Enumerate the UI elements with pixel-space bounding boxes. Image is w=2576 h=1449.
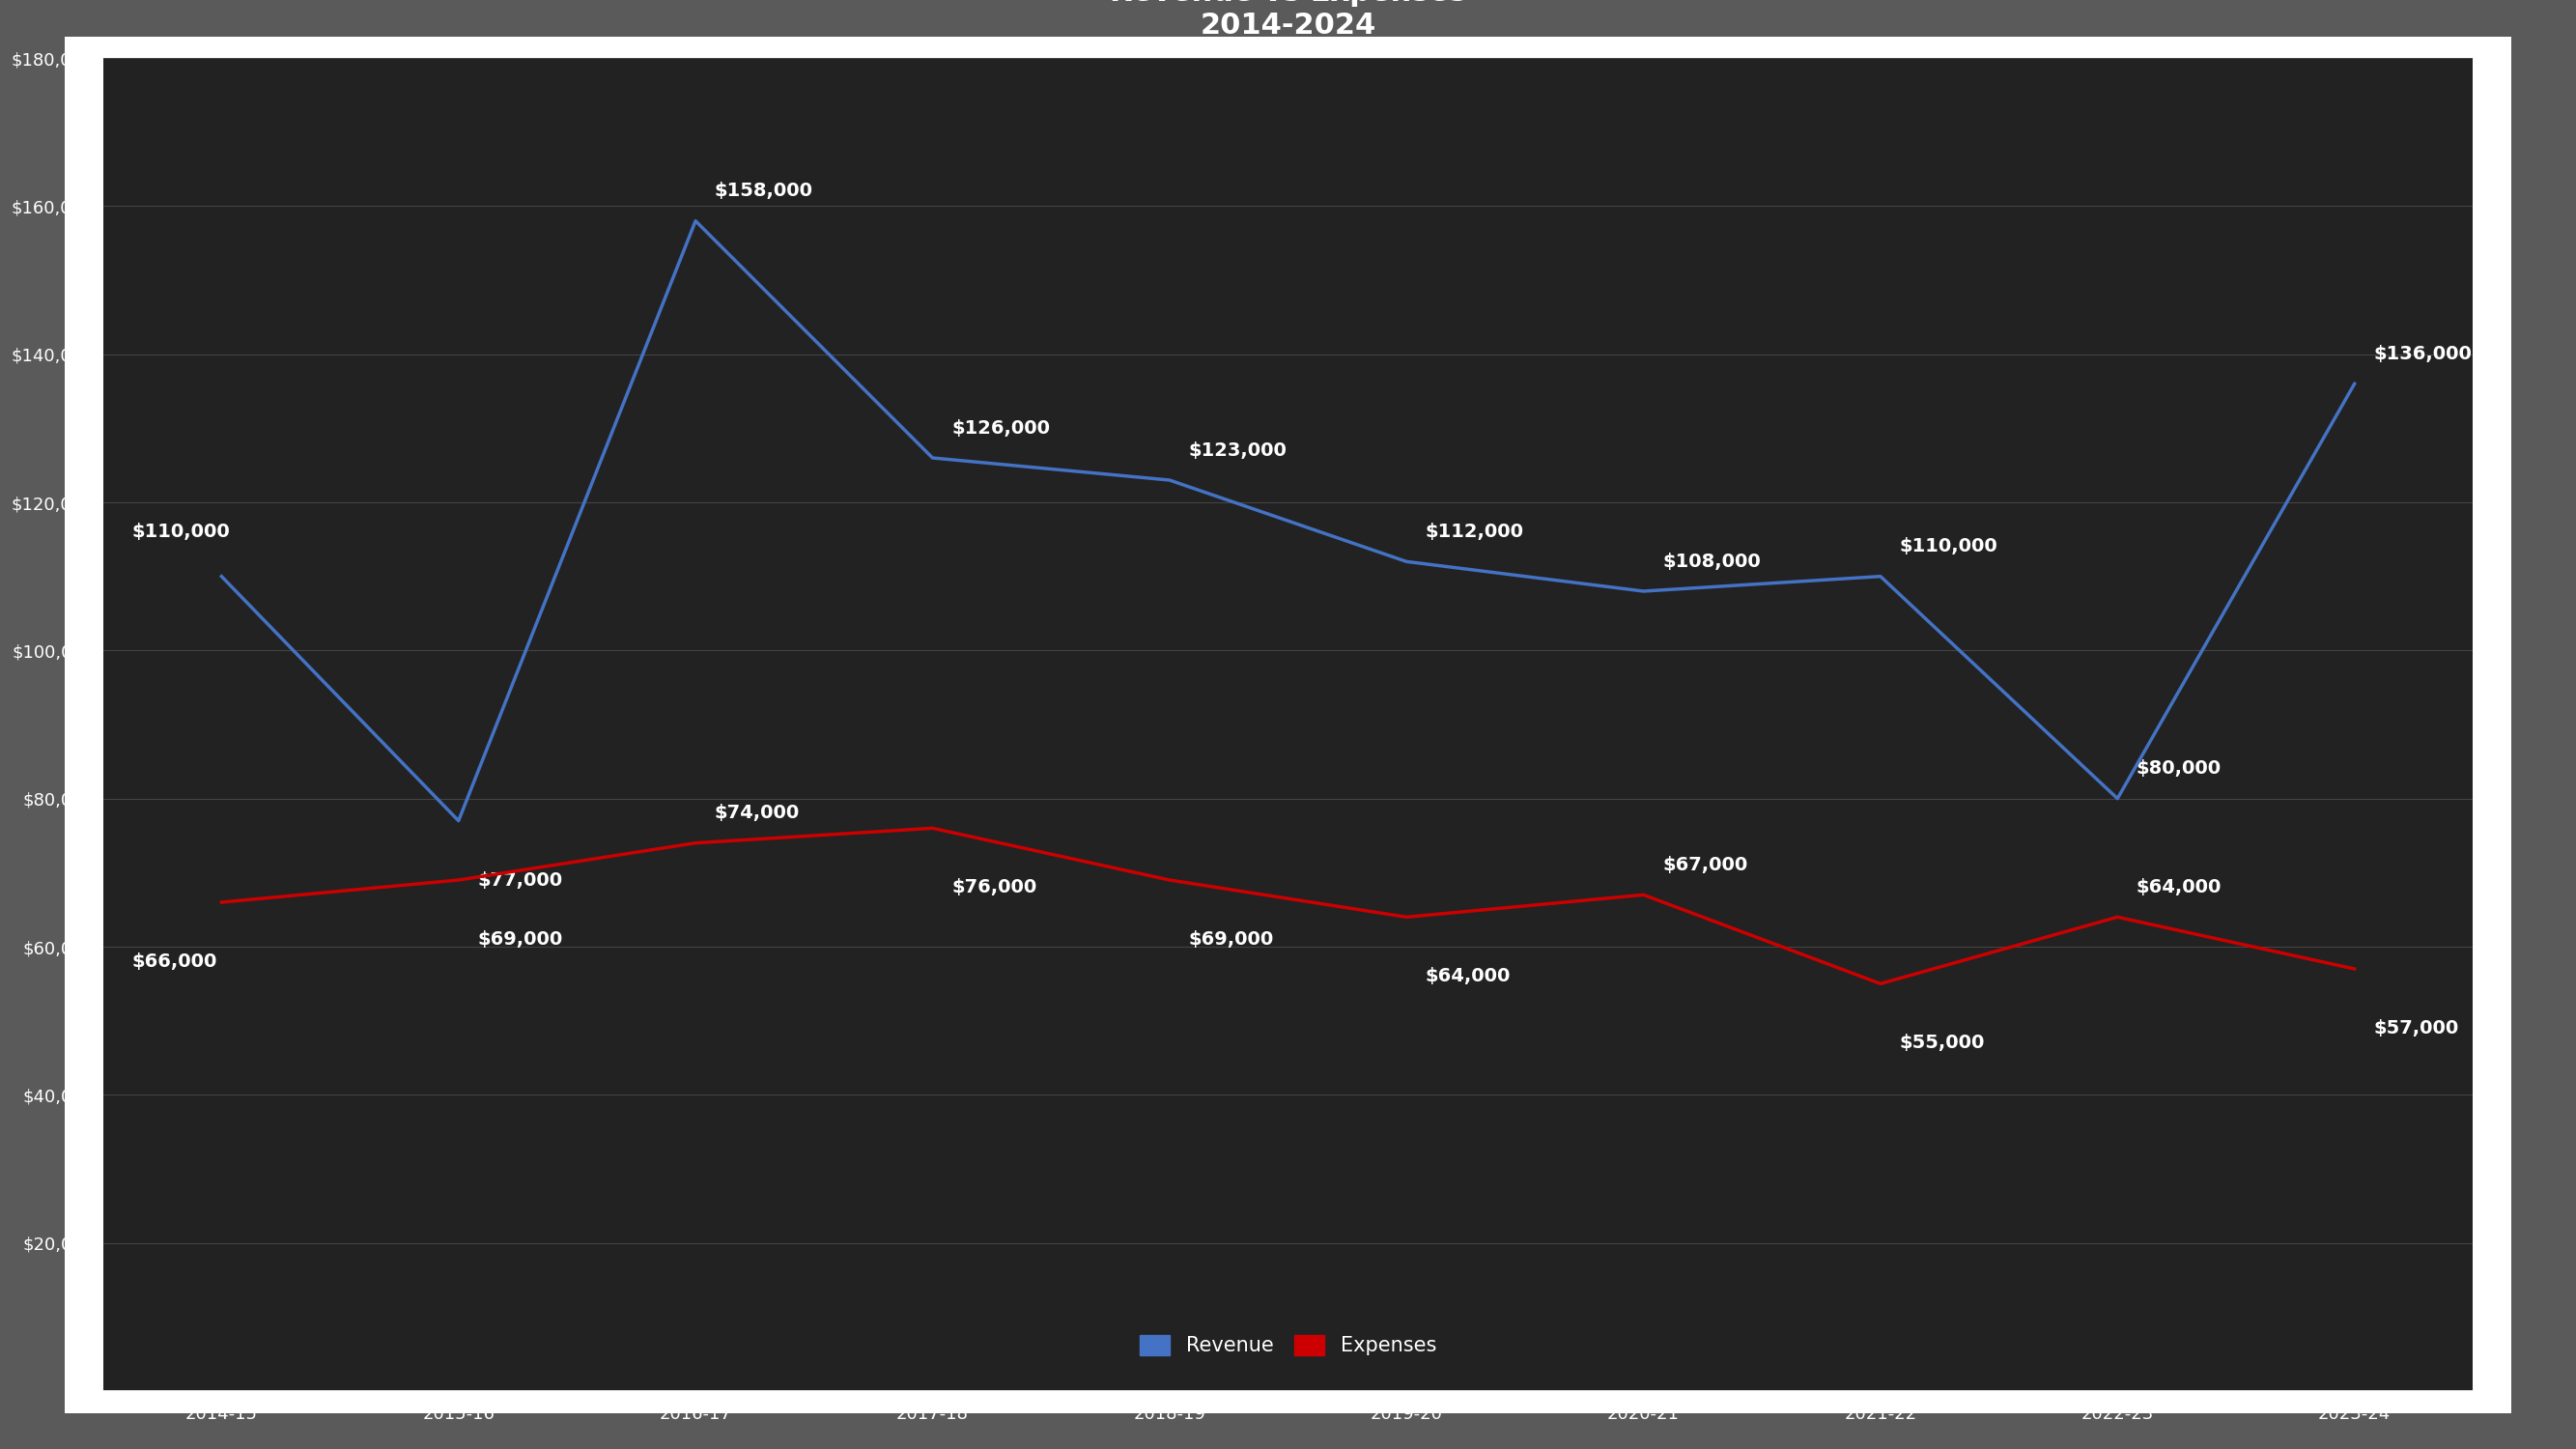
Text: $69,000: $69,000 <box>477 930 562 949</box>
Text: $66,000: $66,000 <box>131 952 216 971</box>
Text: $108,000: $108,000 <box>1662 552 1762 571</box>
Text: $112,000: $112,000 <box>1425 523 1525 540</box>
Text: $110,000: $110,000 <box>131 523 229 540</box>
Text: $74,000: $74,000 <box>714 804 799 823</box>
Text: $64,000: $64,000 <box>1425 966 1510 985</box>
Text: $126,000: $126,000 <box>951 419 1051 438</box>
Text: $69,000: $69,000 <box>1188 930 1273 949</box>
Text: $158,000: $158,000 <box>714 183 814 200</box>
Text: $67,000: $67,000 <box>1662 856 1747 874</box>
Text: $55,000: $55,000 <box>1899 1033 1984 1052</box>
Text: $57,000: $57,000 <box>2372 1019 2458 1037</box>
Text: $110,000: $110,000 <box>1899 538 1999 556</box>
Text: $77,000: $77,000 <box>477 871 562 890</box>
Title: Revenue vs Expenses
2014-2024: Revenue vs Expenses 2014-2024 <box>1110 0 1466 39</box>
Text: $80,000: $80,000 <box>2136 759 2221 778</box>
Legend: Revenue, Expenses: Revenue, Expenses <box>1128 1323 1448 1368</box>
Text: $123,000: $123,000 <box>1188 442 1288 459</box>
Text: $64,000: $64,000 <box>2136 878 2221 897</box>
Text: $136,000: $136,000 <box>2372 345 2473 364</box>
Text: $76,000: $76,000 <box>951 878 1036 897</box>
